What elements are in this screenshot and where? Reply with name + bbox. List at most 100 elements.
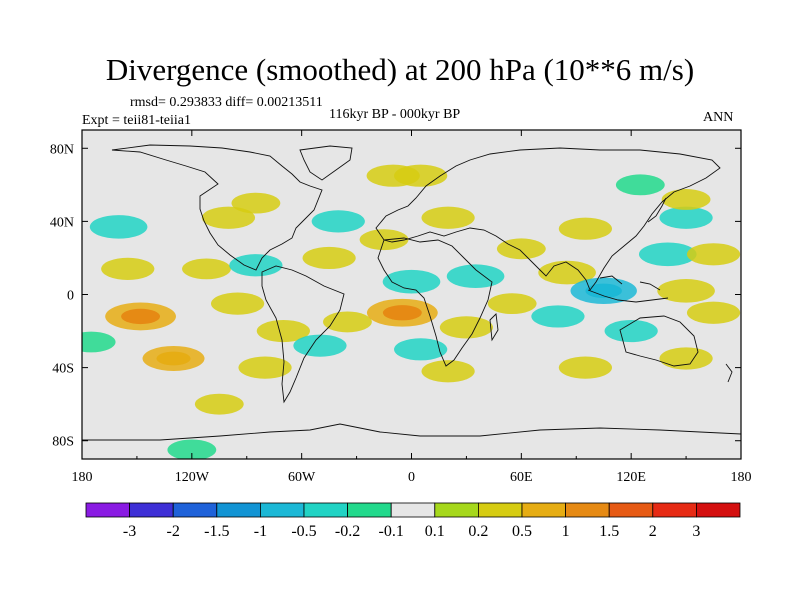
field-blob <box>496 238 546 260</box>
axis-ticks: 80N 40N 0 40S 80S 180 120W 60W 0 60E 120E 180 <box>50 130 752 485</box>
lon-label: 120E <box>616 470 646 485</box>
field-blob <box>256 319 310 343</box>
colorbar-label: 1.5 <box>599 523 619 540</box>
field-blob <box>382 269 441 294</box>
field-blob <box>659 206 713 229</box>
field-blob <box>638 242 697 267</box>
field-blob <box>210 292 265 315</box>
colorbar-label: -0.1 <box>379 523 404 540</box>
lat-label: 40N <box>50 215 74 230</box>
lon-label: 60W <box>288 470 316 485</box>
field-blob <box>201 206 256 229</box>
field-blob <box>323 311 372 333</box>
field-blob <box>394 164 448 187</box>
colorbar-box <box>85 502 130 518</box>
field-blob <box>661 189 711 210</box>
colorbar-label: 0.5 <box>512 523 532 540</box>
field-blob <box>238 356 292 379</box>
lat-label: 40S <box>52 362 74 377</box>
colorbar-box <box>172 502 218 518</box>
colorbar-box <box>652 502 697 518</box>
coast-japan <box>647 197 667 223</box>
colorbar-box <box>216 502 261 518</box>
colorbar-box <box>608 502 654 518</box>
field-blob <box>615 174 665 196</box>
field-blob <box>558 217 613 240</box>
colorbar: -3 -2 -1.5 -1 -0.5 -0.2 -0.1 0.1 0.2 0.5 1 1.5 2 3 <box>85 502 741 540</box>
colorbar-label: 1 <box>562 523 570 540</box>
colorbar-label: 0.2 <box>468 523 488 540</box>
coast-greenland <box>299 145 353 181</box>
field-blob <box>167 439 217 459</box>
coastlines <box>82 144 741 441</box>
colorbar-label: -0.5 <box>291 523 316 540</box>
lon-label: 0 <box>408 470 415 485</box>
coast-madagascar <box>489 313 499 342</box>
field-blob <box>394 338 448 361</box>
field-blob <box>89 215 148 239</box>
field-blob <box>531 305 585 328</box>
coast-indonesia <box>587 275 669 303</box>
field-blob-core <box>156 351 191 366</box>
field-blob <box>421 360 475 383</box>
lat-label: 80S <box>52 435 74 450</box>
coast-antarctica <box>82 423 741 441</box>
divergence-field <box>82 164 741 459</box>
field-blob <box>446 264 505 289</box>
field-blob <box>487 293 537 315</box>
colorbar-box <box>521 502 566 518</box>
field-blob <box>293 334 347 357</box>
field-blob <box>101 257 155 281</box>
field-blob <box>439 316 494 339</box>
colorbar-label: -3 <box>123 523 136 540</box>
field-blob <box>302 246 356 270</box>
colorbar-box <box>259 502 305 518</box>
field-blob <box>194 393 244 415</box>
colorbar-box <box>129 502 174 518</box>
colorbar-box <box>696 502 741 518</box>
colorbar-box <box>303 502 348 518</box>
coast-australia <box>619 315 699 367</box>
colorbar-label: 3 <box>692 523 700 540</box>
colorbar-label: -0.2 <box>335 523 360 540</box>
season-label: ANN <box>703 110 734 125</box>
period-label: 116kyr BP - 000kyr BP <box>329 107 461 122</box>
field-blob-core <box>121 308 161 325</box>
field-blob <box>229 254 283 277</box>
colorbar-label: -1 <box>254 523 267 540</box>
colorbar-box <box>347 502 392 518</box>
lon-label: 180 <box>72 470 93 485</box>
field-blob <box>558 356 613 379</box>
field-blob <box>421 206 475 229</box>
coast-south-america <box>261 265 345 404</box>
field-blob <box>604 319 658 343</box>
field-blob <box>686 243 741 266</box>
colorbar-box <box>565 502 610 518</box>
lat-label: 0 <box>67 289 74 304</box>
field-blob <box>82 331 116 353</box>
plot-title: Divergence (smoothed) at 200 hPa (10**6 … <box>105 52 695 87</box>
field-blob <box>686 301 741 324</box>
colorbar-label: 2 <box>649 523 657 540</box>
lat-label: 80N <box>50 142 74 157</box>
lon-label: 60E <box>510 470 533 485</box>
coast-north-america <box>111 144 323 271</box>
colorbar-box <box>390 502 436 518</box>
lon-label: 120W <box>175 470 210 485</box>
field-blob <box>231 192 281 214</box>
expt-label: Expt = teii81-teiia1 <box>82 113 191 128</box>
coast-eurasia <box>375 147 721 291</box>
field-blob <box>311 210 365 233</box>
colorbar-box <box>477 502 523 518</box>
field-blob <box>182 258 231 280</box>
coast-africa <box>377 237 493 367</box>
colorbar-label: -1.5 <box>204 523 229 540</box>
colorbar-box <box>434 502 479 518</box>
field-blob-core <box>585 283 622 299</box>
field-blob <box>538 260 596 285</box>
colorbar-label: 0.1 <box>425 523 445 540</box>
field-blob <box>659 347 713 370</box>
lon-label: 180 <box>731 470 752 485</box>
field-blob-core <box>382 305 422 321</box>
